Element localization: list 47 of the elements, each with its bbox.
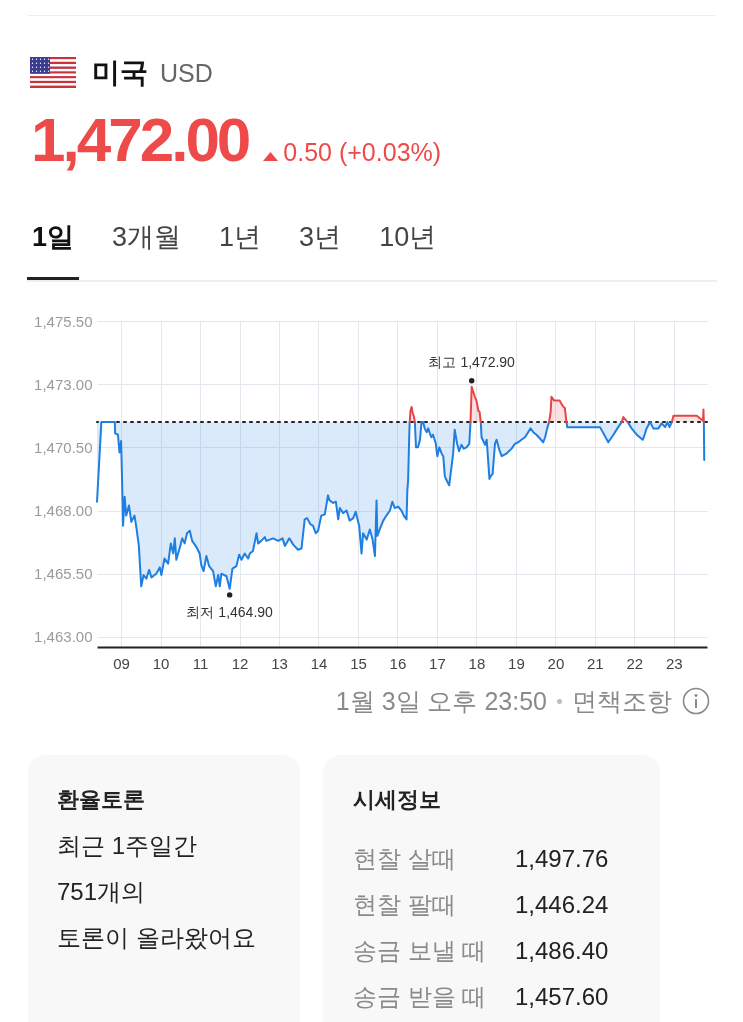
text: 1,457.60 bbox=[515, 982, 609, 1012]
text: 최근 1주일간 bbox=[57, 831, 198, 861]
y-tick-label: 1,470.50 bbox=[34, 438, 93, 456]
text: 1,486.40 bbox=[515, 936, 609, 966]
x-tick-label: 14 bbox=[310, 654, 328, 672]
x-tick-label: 16 bbox=[389, 654, 407, 672]
x-tick-label: 15 bbox=[350, 654, 367, 672]
x-tick-label: 18 bbox=[468, 654, 486, 672]
chart-subtitle: USD bbox=[160, 59, 213, 88]
x-tick-label: 13 bbox=[271, 654, 288, 672]
text: 3년 bbox=[298, 221, 343, 254]
text: 토론이 올라왔어요 bbox=[57, 923, 256, 953]
x-tick-label: 21 bbox=[587, 654, 604, 672]
annotation: 최저 1,464.90 bbox=[186, 603, 274, 620]
category-label: 현찰 팔때 bbox=[353, 890, 456, 920]
y-tick-label: 1,473.00 bbox=[34, 375, 93, 393]
category-label: 송금 받을 때 bbox=[353, 982, 487, 1012]
x-tick-label: 17 bbox=[429, 654, 446, 672]
text: 면책조항 bbox=[572, 686, 672, 717]
x-tick-label: 11 bbox=[192, 654, 209, 672]
text: 1월 3일 오후 23:50 bbox=[335, 686, 547, 717]
x-tick-label: 19 bbox=[508, 654, 525, 672]
x-tick-label: 23 bbox=[665, 654, 683, 672]
text: 751개의 bbox=[57, 877, 146, 907]
x-tick-label: 22 bbox=[626, 654, 644, 672]
text: 0.50 (+0.03%) bbox=[283, 138, 442, 167]
text: 3개월 bbox=[111, 221, 183, 254]
x-tick-label: 10 bbox=[152, 654, 170, 672]
text: 1년 bbox=[218, 221, 263, 254]
y-tick-label: 1,463.00 bbox=[34, 628, 93, 646]
y-tick-label: 1,475.50 bbox=[34, 312, 93, 330]
text: 1,446.24 bbox=[515, 890, 609, 920]
text: 1,472.00 bbox=[31, 104, 249, 176]
text: 환율토론 bbox=[57, 786, 145, 814]
chart-title: 미국 bbox=[92, 56, 148, 90]
category-label: 송금 보낼 때 bbox=[353, 936, 487, 966]
text: 시세정보 bbox=[353, 786, 441, 814]
y-tick-label: 1,465.50 bbox=[34, 565, 93, 583]
category-label: 현찰 살때 bbox=[353, 844, 456, 874]
x-tick-label: 12 bbox=[231, 654, 249, 672]
text: 10년 bbox=[378, 221, 438, 254]
x-tick-label: 20 bbox=[547, 654, 565, 672]
x-tick-label: 09 bbox=[113, 654, 130, 672]
text: 1일 bbox=[27, 220, 80, 280]
text: 1,497.76 bbox=[515, 844, 609, 874]
annotation: 최고 1,472.90 bbox=[428, 353, 516, 370]
y-tick-label: 1,468.00 bbox=[34, 502, 93, 520]
